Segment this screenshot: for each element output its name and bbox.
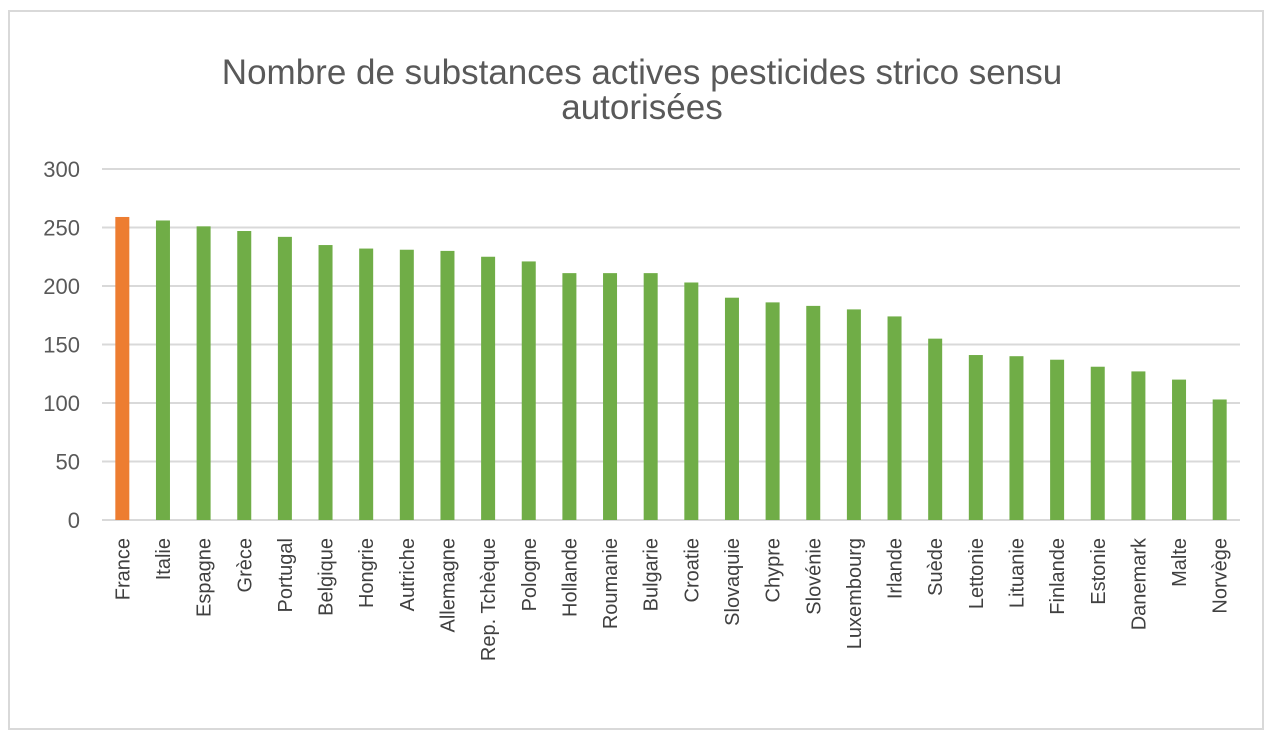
x-category-label: Roumanie — [600, 538, 622, 629]
x-category-label: Belgique — [316, 538, 338, 616]
y-tick-label: 250 — [43, 216, 80, 241]
x-category-label: Croatie — [681, 538, 703, 602]
x-category-label: Allemagne — [437, 538, 459, 633]
x-category-label: Grèce — [234, 538, 256, 592]
bar-su-de — [928, 338, 943, 520]
bar-pologne — [521, 261, 536, 520]
x-category-label: Italie — [153, 538, 175, 580]
bar-belgique — [318, 245, 333, 521]
y-tick-label: 50 — [56, 450, 80, 475]
y-tick-label: 150 — [43, 333, 80, 358]
x-category-label: Hongrie — [356, 538, 378, 608]
gridlines — [102, 168, 1240, 521]
x-category-label: Hollande — [559, 538, 581, 617]
bar-norv-ge — [1212, 399, 1227, 520]
x-category-label: Lituanie — [1006, 538, 1028, 608]
chart-title-line-2: autorisées — [561, 88, 722, 127]
x-category-label: Autriche — [397, 538, 419, 611]
bar-gr-ce — [237, 231, 252, 520]
x-category-label: France — [112, 538, 134, 600]
y-axis-ticks: 0 50 100 150 200 250 300 — [43, 157, 80, 533]
chart-frame: Nombre de substances actives pesticides … — [8, 10, 1264, 730]
bar-irlande — [887, 316, 902, 520]
bar-danemark — [1131, 371, 1146, 520]
x-category-label: Slovénie — [803, 538, 825, 615]
x-category-label: Espagne — [194, 538, 216, 617]
x-axis-labels: France Italie Espagne Grèce Portugal Belgique… — [112, 537, 1231, 661]
x-category-label: Bulgarie — [641, 538, 663, 611]
x-category-label: Luxembourg — [844, 538, 866, 649]
y-tick-label: 300 — [43, 157, 80, 182]
x-category-label: Irlande — [885, 538, 907, 599]
x-category-label: Finlande — [1047, 538, 1069, 615]
x-category-label: Portugal — [275, 538, 297, 613]
x-category-label: Danemark — [1128, 537, 1150, 630]
bars — [115, 216, 1227, 521]
x-category-label: Norvège — [1210, 538, 1232, 614]
bar-italie — [155, 220, 170, 521]
bar-france — [115, 216, 130, 520]
bar-chypre — [765, 302, 780, 520]
x-category-label: Rep. Tchèque — [478, 538, 500, 661]
bar-finlande — [1050, 359, 1065, 520]
y-tick-label: 200 — [43, 274, 80, 299]
x-category-label: Estonie — [1088, 538, 1110, 605]
bar-slov-nie — [806, 305, 821, 520]
bar-chart: Nombre de substances actives pesticides … — [43, 53, 1240, 661]
y-tick-label: 0 — [68, 508, 80, 533]
bar-rep-tch-que — [481, 256, 496, 520]
bar-croatie — [684, 282, 699, 520]
x-category-label: Chypre — [763, 538, 785, 602]
bar-portugal — [277, 236, 292, 521]
bar-malte — [1172, 379, 1187, 520]
x-category-label: Pologne — [519, 538, 541, 611]
bar-hongrie — [359, 248, 374, 520]
bar-slovaquie — [724, 297, 739, 520]
y-tick-label: 100 — [43, 391, 80, 416]
x-category-label: Lettonie — [966, 538, 988, 609]
chart-title-line-1: Nombre de substances actives pesticides … — [222, 53, 1062, 92]
bar-roumanie — [603, 273, 618, 520]
bar-hollande — [562, 273, 577, 520]
bar-luxembourg — [846, 309, 861, 520]
x-category-label: Slovaquie — [722, 538, 744, 626]
bar-allemagne — [440, 250, 455, 520]
bar-autriche — [399, 249, 414, 521]
bar-lituanie — [1009, 356, 1024, 520]
bar-estonie — [1090, 366, 1105, 520]
x-category-label: Suède — [925, 538, 947, 596]
bar-lettonie — [968, 355, 983, 520]
bar-bulgarie — [643, 273, 658, 520]
x-category-label: Malte — [1169, 538, 1191, 587]
bar-espagne — [196, 226, 211, 520]
